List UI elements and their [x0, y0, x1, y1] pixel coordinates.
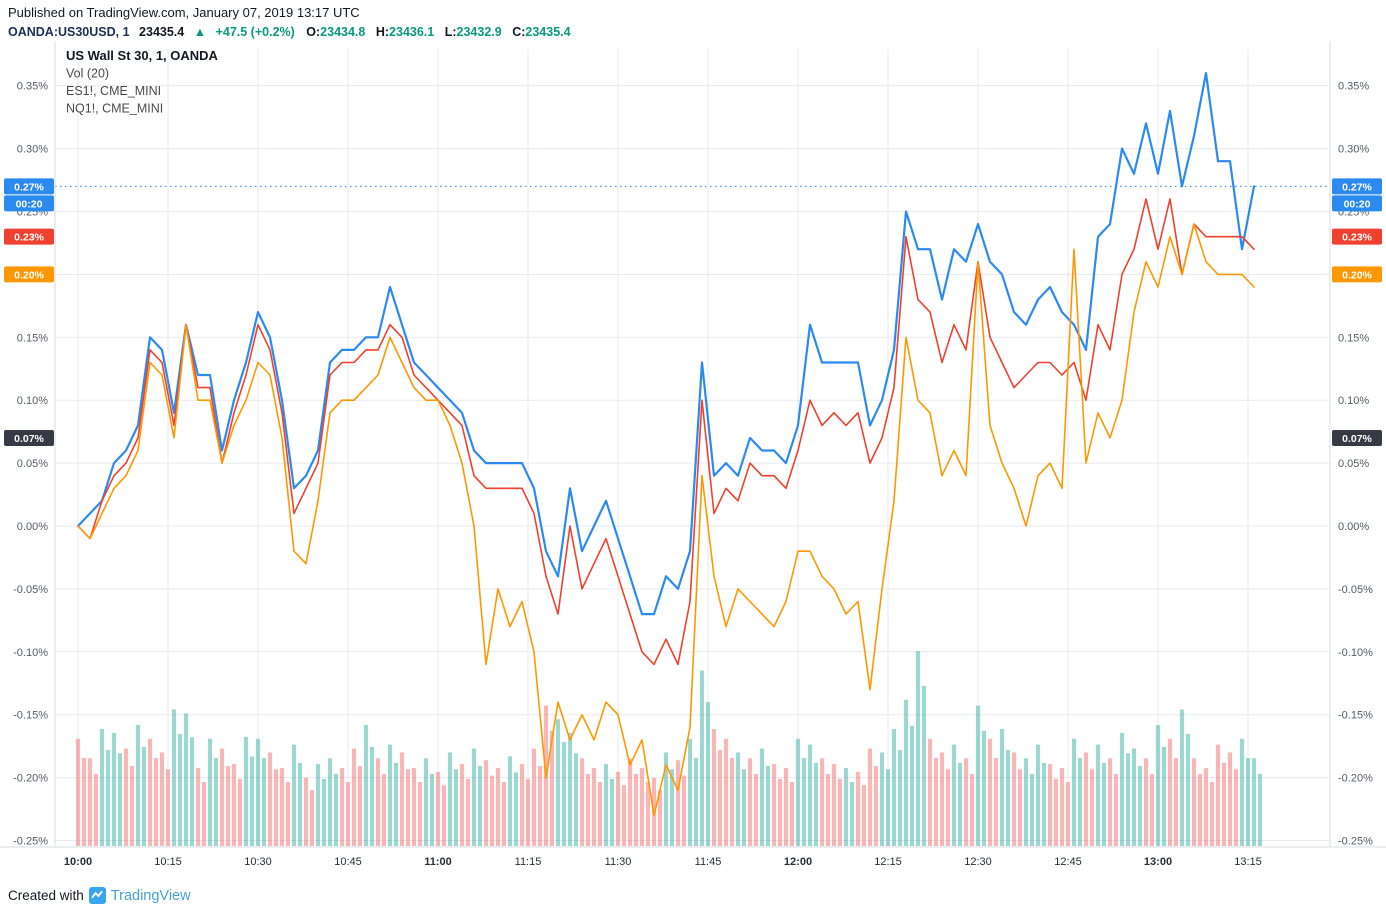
series-line-2 — [77, 223, 1255, 817]
svg-text:0.07%: 0.07% — [14, 433, 44, 445]
low-label: L: — [444, 25, 457, 39]
x-axis-labels: 10:00 10:15 10:30 10:45 11:00 11:15 11:30 11:45… — [64, 856, 1262, 868]
symbol-name[interactable]: OANDA:US30USD, 1 — [8, 25, 130, 39]
svg-text:-0.25%: -0.25% — [13, 836, 48, 848]
svg-text:0.23%: 0.23% — [14, 232, 44, 244]
svg-text:0.07%: 0.07% — [1342, 433, 1372, 445]
svg-text:0.30%: 0.30% — [1338, 144, 1369, 156]
svg-text:10:15: 10:15 — [154, 856, 182, 868]
grid-lines — [55, 49, 1330, 847]
svg-text:00:20: 00:20 — [16, 198, 43, 210]
svg-text:ES1!, CME_MINI: ES1!, CME_MINI — [66, 84, 161, 98]
svg-text:12:45: 12:45 — [1054, 856, 1082, 868]
tradingview-brand-link[interactable]: TradingView — [110, 887, 191, 904]
svg-text:10:00: 10:00 — [64, 856, 92, 868]
svg-text:-0.15%: -0.15% — [13, 710, 48, 722]
header: Published on TradingView.com, January 07… — [0, 0, 1386, 41]
series-line-0 — [76, 71, 1256, 616]
ohlc-values: O:23434.8 H:23436.1 L:23432.9 C:23435.4 — [306, 25, 577, 39]
change-arrow-icon: ▲ — [193, 25, 207, 39]
last-price: 23435.4 — [139, 25, 185, 39]
svg-text:0.23%: 0.23% — [1342, 232, 1372, 244]
pane-borders — [0, 41, 1386, 848]
svg-text:NQ1!, CME_MINI: NQ1!, CME_MINI — [66, 102, 163, 116]
svg-text:13:15: 13:15 — [1234, 856, 1262, 868]
svg-text:US Wall St 30, 1, OANDA: US Wall St 30, 1, OANDA — [66, 48, 219, 63]
axis-price-badges: 0.27% 0.27% 00:20 00:20 0.23% 0.23% 0.20% 0.20%… — [4, 178, 1382, 446]
svg-text:11:15: 11:15 — [515, 856, 542, 868]
svg-text:0.05%: 0.05% — [17, 458, 48, 470]
svg-text:-0.20%: -0.20% — [1338, 773, 1373, 785]
svg-text:10:30: 10:30 — [244, 856, 272, 868]
svg-text:00:20: 00:20 — [1344, 198, 1371, 210]
svg-text:11:45: 11:45 — [695, 856, 722, 868]
open-label: O: — [306, 25, 321, 39]
svg-text:10:45: 10:45 — [334, 856, 362, 868]
volume-bars — [75, 651, 1263, 846]
series-line-1 — [77, 198, 1255, 666]
svg-text:-0.15%: -0.15% — [1338, 710, 1373, 722]
svg-text:-0.10%: -0.10% — [13, 647, 48, 659]
svg-text:0.30%: 0.30% — [17, 144, 48, 156]
svg-text:0.27%: 0.27% — [14, 181, 44, 193]
chart-legend: US Wall St 30, 1, OANDA Vol (20) ES1!, CME… — [66, 48, 219, 116]
svg-text:0.35%: 0.35% — [1338, 81, 1369, 93]
svg-text:0.15%: 0.15% — [17, 332, 48, 344]
svg-text:0.35%: 0.35% — [17, 81, 48, 93]
open-value: 23434.8 — [320, 25, 366, 39]
low-value: 23432.9 — [456, 25, 502, 39]
svg-text:0.10%: 0.10% — [17, 395, 48, 407]
tradingview-logo-icon[interactable] — [88, 887, 106, 904]
published-line: Published on TradingView.com, January 07… — [8, 5, 360, 20]
svg-text:-0.25%: -0.25% — [1338, 836, 1373, 848]
svg-text:-0.10%: -0.10% — [1338, 647, 1373, 659]
quote-line: OANDA:US30USD, 1 23435.4 ▲ +47.5 (+0.2%)… — [8, 25, 1386, 39]
close-value: 23435.4 — [525, 25, 571, 39]
svg-text:11:30: 11:30 — [605, 856, 632, 868]
footer: Created with TradingView — [0, 879, 1386, 904]
svg-text:0.20%: 0.20% — [1342, 269, 1372, 281]
y-axis-labels: 0.35%0.35%0.30%0.30%0.25%0.25%0.20%0.20%… — [13, 81, 1373, 848]
svg-text:0.05%: 0.05% — [1338, 458, 1369, 470]
svg-text:0.27%: 0.27% — [1342, 181, 1372, 193]
svg-text:12:15: 12:15 — [874, 856, 902, 868]
svg-text:0.00%: 0.00% — [1338, 521, 1369, 533]
svg-text:-0.05%: -0.05% — [13, 584, 48, 596]
close-label: C: — [512, 25, 526, 39]
svg-text:13:00: 13:00 — [1144, 856, 1172, 868]
svg-text:12:30: 12:30 — [964, 856, 992, 868]
price-chart[interactable]: 0.35%0.35%0.30%0.30%0.25%0.25%0.20%0.20%… — [0, 41, 1386, 879]
svg-text:-0.05%: -0.05% — [1338, 584, 1373, 596]
svg-text:11:00: 11:00 — [424, 856, 452, 868]
created-with-label: Created with — [8, 888, 84, 903]
svg-text:12:00: 12:00 — [784, 856, 812, 868]
svg-text:0.20%: 0.20% — [14, 269, 44, 281]
svg-text:-0.20%: -0.20% — [13, 773, 48, 785]
svg-text:0.10%: 0.10% — [1338, 395, 1369, 407]
high-label: H: — [375, 25, 390, 39]
svg-text:0.15%: 0.15% — [1338, 332, 1369, 344]
svg-text:Vol (20): Vol (20) — [66, 67, 109, 81]
change-text: +47.5 (+0.2%) — [215, 25, 295, 39]
high-value: 23436.1 — [389, 25, 435, 39]
svg-text:0.00%: 0.00% — [17, 521, 48, 533]
chart-area[interactable]: 0.35%0.35%0.30%0.30%0.25%0.25%0.20%0.20%… — [0, 41, 1386, 879]
